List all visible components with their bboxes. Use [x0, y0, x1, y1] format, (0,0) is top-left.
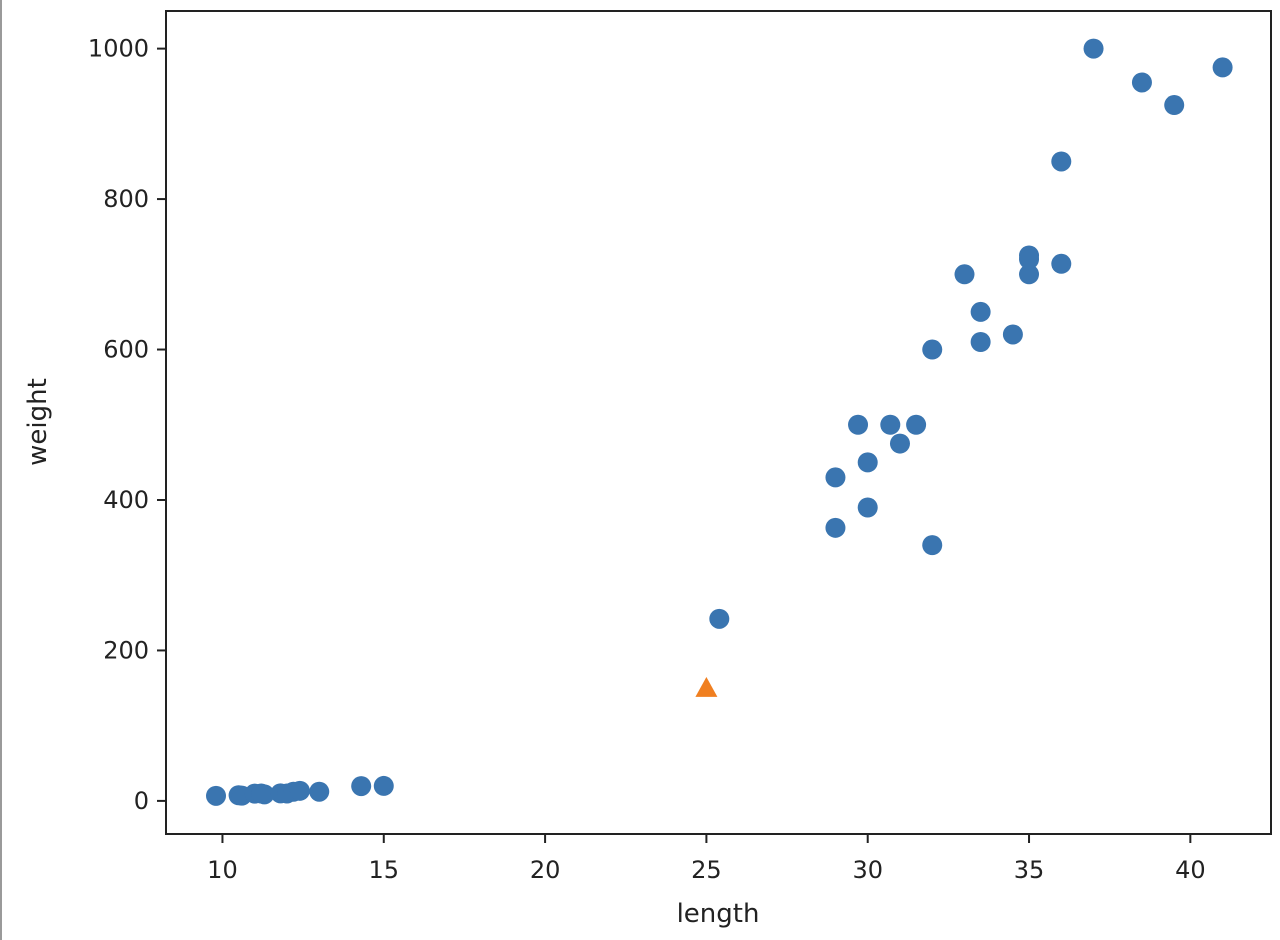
data-point-circle [1051, 253, 1072, 274]
y-axis-label: weight [23, 378, 53, 466]
x-tick-label: 20 [530, 856, 561, 884]
y-tick-label: 600 [103, 336, 149, 364]
data-point-triangle [695, 677, 718, 697]
x-tick-label: 40 [1175, 856, 1206, 884]
data-point-circle [880, 414, 901, 435]
y-tick-label: 400 [103, 486, 149, 514]
data-point-circle [889, 433, 910, 454]
data-point-circle [1019, 264, 1040, 285]
data-point-circle [709, 608, 730, 629]
data-point-circle [825, 517, 846, 538]
x-tick-label: 35 [1014, 856, 1045, 884]
data-point-circle [206, 785, 227, 806]
y-tick-label: 800 [103, 185, 149, 213]
y-axis: 0 200 400 600 800 1000 [88, 35, 166, 815]
data-point-circle [1164, 95, 1185, 116]
y-tick-label: 200 [103, 636, 149, 664]
plot-area: 10 15 20 25 30 35 40 0 200 400 600 800 1000 [88, 10, 1272, 884]
data-point-circle [373, 775, 394, 796]
data-point-circle [1083, 38, 1104, 59]
data-point-circle [922, 535, 943, 556]
data-point-circle [254, 784, 275, 805]
data-point-circle [1051, 151, 1072, 172]
data-point-circle [289, 780, 310, 801]
data-point-circle [970, 301, 991, 322]
data-point-circle [906, 414, 927, 435]
data-point-circle [848, 414, 869, 435]
data-point-circle [857, 452, 878, 473]
x-tick-label: 15 [369, 856, 400, 884]
x-tick-label: 25 [691, 856, 722, 884]
x-tick-label: 10 [207, 856, 238, 884]
data-point-circle [351, 776, 372, 797]
data-point-circle [857, 497, 878, 518]
y-tick-label: 0 [134, 787, 149, 815]
data-point-circle [970, 332, 991, 353]
window-edge [0, 0, 2, 940]
x-axis-label: length [677, 899, 760, 929]
plot-frame [165, 10, 1272, 835]
x-tick-label: 30 [852, 856, 883, 884]
data-point-circle [1019, 249, 1040, 270]
data-point-circle [1002, 324, 1023, 345]
data-point-circle [1212, 57, 1233, 78]
data-point-circle [922, 339, 943, 360]
x-axis: 10 15 20 25 30 35 40 [207, 834, 1206, 884]
y-tick-label: 1000 [88, 35, 149, 63]
data-point-circle [309, 781, 330, 802]
data-point-circle [954, 264, 975, 285]
data-point-circle [825, 467, 846, 488]
data-point-circle [1131, 72, 1152, 93]
data-points [206, 38, 1233, 806]
